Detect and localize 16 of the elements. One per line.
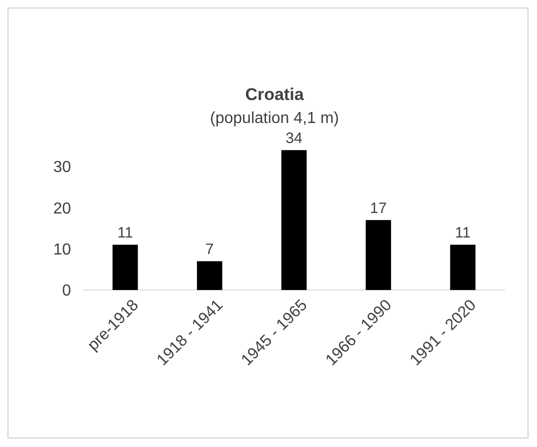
data-label: 17 [370, 200, 387, 218]
bar [112, 244, 138, 290]
bar [366, 220, 392, 290]
bar [281, 150, 307, 290]
data-label: 34 [286, 130, 302, 148]
chart-title: Croatia [245, 85, 304, 104]
y-tick-label: 20 [53, 200, 72, 218]
chart-subtitle: (population 4,1 m) [210, 110, 339, 127]
data-label: 7 [205, 241, 214, 258]
y-tick-label: 10 [53, 241, 72, 258]
y-tick-label: 0 [62, 282, 72, 300]
y-tick-label: 30 [53, 159, 72, 176]
data-label: 11 [455, 224, 471, 242]
bar [450, 244, 476, 290]
data-label: 11 [117, 224, 133, 242]
bar [196, 261, 222, 290]
